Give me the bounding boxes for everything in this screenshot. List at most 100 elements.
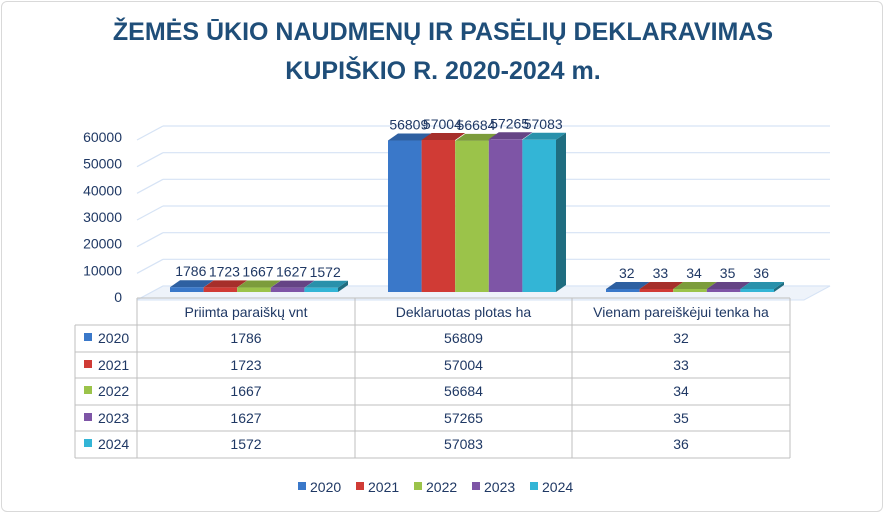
legend-label: 2023	[484, 479, 515, 495]
bar-2023	[706, 289, 741, 292]
table-cell: 33	[673, 357, 689, 373]
legend-marker-2020	[298, 482, 306, 490]
data-label: 33	[653, 265, 669, 281]
table-row-label: 2022	[98, 383, 129, 399]
legend-label: 2022	[426, 479, 457, 495]
chart-title-line1: ŽEMĖS ŪKIO NAUDMENŲ IR PASĖLIŲ DEKLARAVI…	[112, 18, 774, 46]
legend-label: 2024	[542, 479, 573, 495]
y-tick-label: 60000	[83, 129, 122, 145]
bar-2021	[639, 289, 674, 292]
bar-top	[488, 132, 533, 140]
bar-top	[673, 282, 717, 289]
bar-top	[203, 280, 248, 288]
bar-top	[706, 282, 751, 289]
data-label: 1627	[276, 264, 307, 280]
table-cell: 57083	[444, 436, 483, 452]
legend-marker-2021	[356, 482, 364, 490]
bar-side	[338, 280, 348, 292]
legend-key-2021	[84, 360, 92, 368]
legend-key-2020	[84, 333, 92, 341]
bar-2020	[388, 140, 422, 292]
y-tick-label: 50000	[83, 156, 122, 172]
table-cell: 34	[673, 383, 689, 399]
gridline-depth	[136, 258, 164, 274]
bar-top	[170, 280, 214, 288]
legend-marker-2023	[472, 482, 480, 490]
table-cell: 1723	[230, 357, 261, 373]
bar-2020	[606, 289, 640, 292]
table-cell: 1627	[230, 410, 261, 426]
table-row-label: 2021	[98, 357, 129, 373]
bar-2021	[421, 139, 456, 292]
y-tick-label: 20000	[83, 236, 122, 252]
data-label: 57004	[423, 116, 462, 132]
data-label: 1572	[310, 264, 341, 280]
bar-top	[639, 282, 684, 289]
bar-2023	[270, 287, 305, 292]
gridline-depth	[136, 178, 164, 194]
table-cell: 57265	[444, 410, 483, 426]
table-cell: 36	[673, 436, 689, 452]
legend-key-2023	[84, 413, 92, 421]
legend-key-2022	[84, 386, 92, 394]
legend-label: 2020	[310, 479, 341, 495]
table-cell: 1667	[230, 383, 261, 399]
table-header: Vienam pareiškėjui tenka ha	[593, 304, 769, 320]
data-label: 1667	[242, 264, 273, 280]
table-header: Priimta paraiškų vnt	[185, 304, 308, 320]
gridline-depth	[136, 152, 164, 168]
data-label: 1723	[209, 263, 240, 279]
data-label: 57083	[524, 116, 563, 132]
bar-2024	[740, 289, 774, 292]
table-row-label: 2020	[98, 330, 129, 346]
data-label: 56809	[389, 117, 428, 133]
bar-top	[304, 280, 348, 288]
bar-top	[421, 132, 466, 140]
y-tick-label: 0	[114, 289, 122, 305]
gridline-depth	[136, 232, 164, 248]
table-row-label: 2024	[98, 436, 129, 452]
y-tick-label: 10000	[83, 262, 122, 278]
table-header: Deklaruotas plotas ha	[396, 304, 532, 320]
y-tick-label: 30000	[83, 209, 122, 225]
legend-label: 2021	[368, 479, 399, 495]
data-label: 34	[686, 265, 702, 281]
bar-2022	[237, 287, 271, 292]
table-cell: 32	[673, 330, 689, 346]
bar-top	[606, 282, 650, 289]
legend-marker-2024	[530, 482, 538, 490]
bar-2023	[488, 139, 523, 292]
bar-top	[388, 133, 432, 141]
bar-2021	[203, 287, 238, 292]
data-label: 36	[753, 265, 769, 281]
table-cell: 1572	[230, 436, 261, 452]
data-label: 35	[720, 265, 736, 281]
table-cell: 56684	[444, 383, 483, 399]
data-label: 32	[619, 265, 635, 281]
table-row-label: 2023	[98, 410, 129, 426]
data-label: 1786	[175, 263, 206, 279]
table-cell: 57004	[444, 357, 483, 373]
bar-2024	[304, 287, 338, 292]
table-cell: 1786	[230, 330, 261, 346]
table-cell: 56809	[444, 330, 483, 346]
data-label: 57265	[490, 115, 529, 131]
bar-top	[270, 280, 315, 288]
gridline-depth	[136, 205, 164, 221]
bar-top	[740, 282, 784, 289]
bar-top	[455, 133, 499, 141]
bar-2022	[455, 140, 489, 292]
bar-side	[556, 132, 566, 292]
legend-marker-2022	[414, 482, 422, 490]
bar-top	[522, 132, 566, 140]
data-label: 56684	[457, 117, 496, 133]
bar-2020	[170, 287, 204, 292]
gridline-depth	[136, 125, 164, 141]
bar-2022	[673, 289, 707, 292]
bar-2024	[522, 139, 556, 292]
y-tick-label: 40000	[83, 182, 122, 198]
bar-top	[237, 280, 281, 288]
chart-title-line2: KUPIŠKIO R. 2020-2024 m.	[285, 57, 601, 85]
